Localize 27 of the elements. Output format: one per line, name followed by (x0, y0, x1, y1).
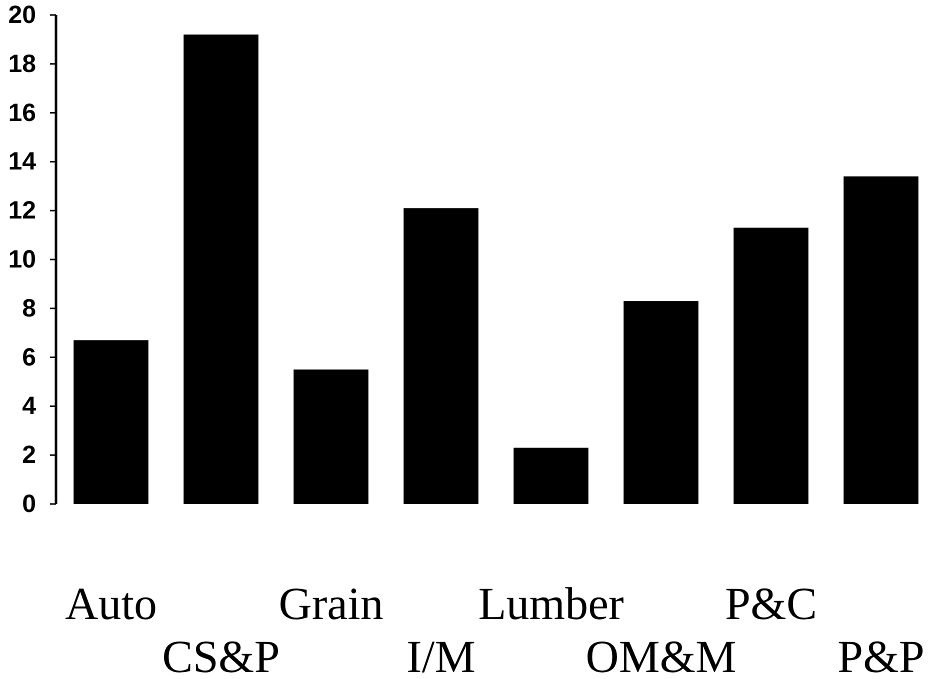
bar (734, 228, 808, 504)
y-tick-label: 0 (22, 490, 36, 518)
x-tick-label: I/M (406, 631, 476, 679)
bar (74, 340, 148, 504)
y-tick-label: 4 (22, 392, 36, 420)
y-tick-label: 8 (22, 294, 36, 322)
y-tick-label: 14 (8, 148, 36, 176)
y-tick-label: 10 (8, 246, 36, 274)
x-tick-label: Auto (65, 578, 157, 629)
bar (514, 448, 588, 504)
x-tick-label: Lumber (478, 578, 624, 629)
x-tick-label: P&C (724, 578, 818, 629)
y-tick-label: 6 (22, 343, 36, 372)
y-tick-label: 2 (22, 441, 36, 470)
y-tick-label: 18 (8, 50, 36, 78)
x-tick-label: Grain (278, 578, 384, 629)
y-tick-label: 16 (8, 98, 36, 127)
x-tick-label: CS&P (162, 631, 280, 679)
x-tick-label: P&P (838, 631, 924, 679)
y-tick-label: 20 (8, 1, 36, 29)
bar (624, 301, 698, 504)
bar (404, 208, 478, 504)
bar (844, 176, 918, 504)
bar (294, 370, 368, 504)
x-tick-label: OM&M (586, 631, 736, 679)
y-tick-label: 12 (8, 196, 36, 225)
bar (184, 34, 258, 504)
